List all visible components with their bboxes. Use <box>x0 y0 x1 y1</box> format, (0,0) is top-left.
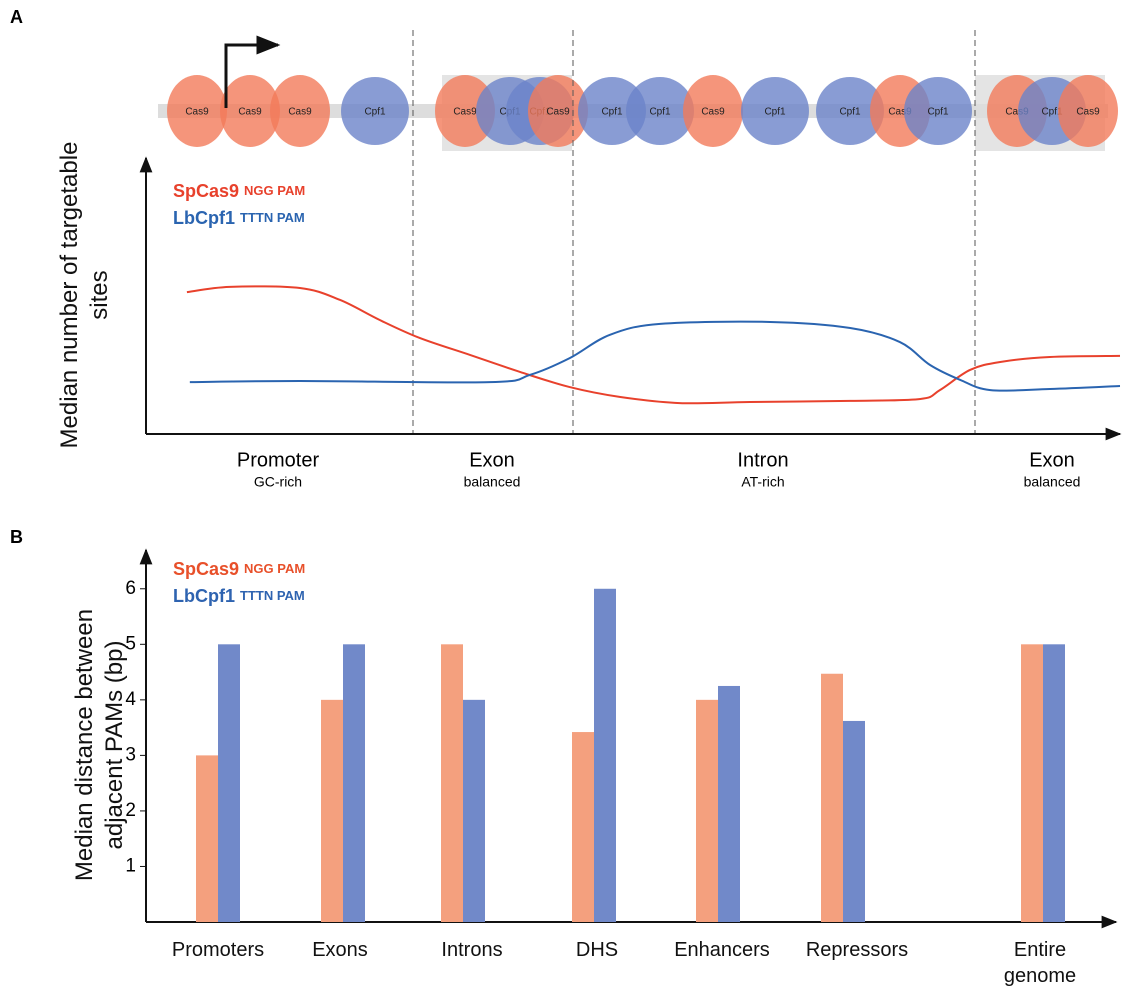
legend-name: LbCpf1 <box>173 208 235 228</box>
x-tick-label: Exons <box>280 937 400 963</box>
protein-label: Cas9 <box>701 107 725 118</box>
region-label: Exon <box>1029 449 1075 471</box>
y-axis-title: Median number of targetable sites <box>55 125 115 465</box>
legend-pam: TTTN PAM <box>240 588 305 603</box>
protein-label: Cas9 <box>453 107 477 118</box>
legend-entry: SpCas9 NGG PAM <box>173 559 305 579</box>
bar <box>196 755 218 922</box>
protein-label: Cas9 <box>185 107 209 118</box>
bar <box>572 732 594 922</box>
protein-label: Cpf1 <box>364 107 386 118</box>
bar <box>1043 644 1065 922</box>
panel-label: A <box>10 7 23 27</box>
protein-label: Cpf1 <box>649 107 671 118</box>
x-tick-label: Enhancers <box>662 937 782 963</box>
x-tick-label: Entire genome <box>980 937 1100 989</box>
protein-label: Cpf1 <box>839 107 861 118</box>
x-tick-label: Repressors <box>797 937 917 963</box>
region-note: GC-rich <box>254 474 302 490</box>
legend-entry: LbCpf1 TTTN PAM <box>173 208 305 228</box>
line <box>190 322 1120 391</box>
legend-entry: LbCpf1 TTTN PAM <box>173 586 305 606</box>
bar <box>696 700 718 922</box>
bar <box>594 589 616 922</box>
legend-pam: TTTN PAM <box>240 210 305 225</box>
bar <box>218 644 240 922</box>
legend-pam: NGG PAM <box>244 561 305 576</box>
bar <box>441 644 463 922</box>
region-note: balanced <box>1024 474 1081 490</box>
x-tick-label: DHS <box>537 937 657 963</box>
bar <box>463 700 485 922</box>
figure: A B Cas9 Cas9 Cas9 Cpf1 Cas9 Cpf1 Cpf1 Cas9 Cpf1… <box>0 0 1123 989</box>
bar <box>343 644 365 922</box>
protein-label: Cpf1 <box>764 107 786 118</box>
protein-label: Cas9 <box>288 107 312 118</box>
protein-label: Cas9 <box>1076 107 1100 118</box>
bar <box>1021 644 1043 922</box>
legend-name: SpCas9 <box>173 181 239 201</box>
bar <box>321 700 343 922</box>
bar <box>843 721 865 922</box>
legend-name: SpCas9 <box>173 559 239 579</box>
protein-label: Cas9 <box>546 107 570 118</box>
panel-label: B <box>10 527 23 547</box>
region-label: Exon <box>469 449 515 471</box>
chart: A B Cas9 Cas9 Cas9 Cpf1 Cas9 Cpf1 Cpf1 Cas9 Cpf1… <box>0 0 1123 989</box>
legend-pam: NGG PAM <box>244 183 305 198</box>
legend-name: LbCpf1 <box>173 586 235 606</box>
x-tick-label: Introns <box>412 937 532 963</box>
x-tick-label: Promoters <box>158 937 278 963</box>
bar <box>821 674 843 922</box>
protein-label: Cas9 <box>238 107 262 118</box>
line <box>187 286 1120 403</box>
region-label: Intron <box>737 449 788 471</box>
region-note: AT-rich <box>741 474 784 490</box>
region-note: balanced <box>464 474 521 490</box>
y-axis-title: Median distance between adjacent PAMs (b… <box>70 565 130 925</box>
bar <box>718 686 740 922</box>
legend-entry: SpCas9 NGG PAM <box>173 181 305 201</box>
protein-label: Cpf1 <box>601 107 623 118</box>
region-label: Promoter <box>237 449 320 471</box>
protein-label: Cpf1 <box>927 107 949 118</box>
